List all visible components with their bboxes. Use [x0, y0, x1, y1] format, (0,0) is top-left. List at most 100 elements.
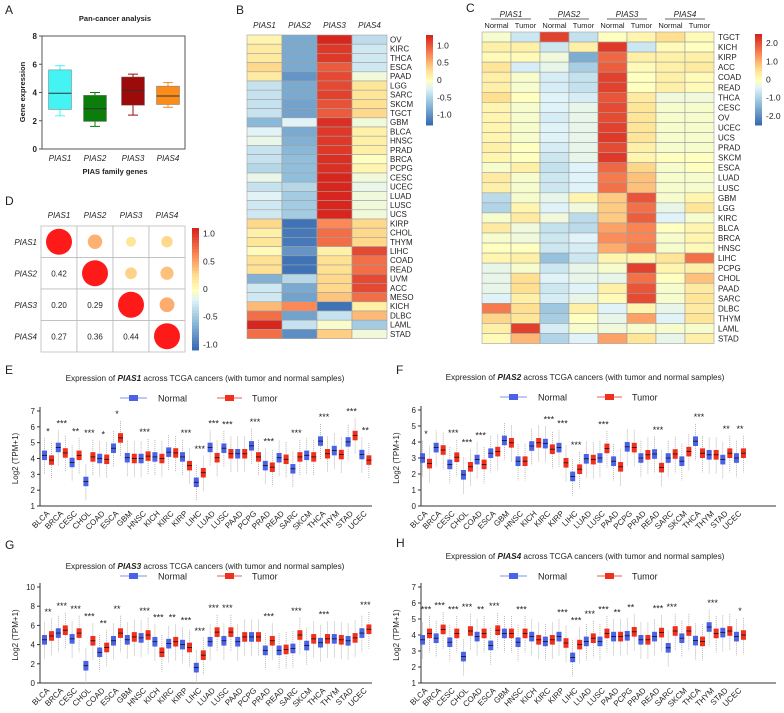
column-label: Normal: [484, 21, 509, 30]
heatmap-cell: [351, 53, 388, 63]
heatmap-cell: [655, 212, 686, 224]
title-prefix: Expression of: [446, 373, 498, 382]
heatmap-cell: [246, 89, 283, 100]
significance-marker: ***: [475, 430, 486, 440]
heatmap-cell: [626, 152, 657, 163]
colorbar-segment: [755, 63, 762, 67]
heatmap-cell: [281, 34, 318, 45]
heatmap-cell: [684, 182, 715, 194]
correlation-circle: [87, 234, 103, 249]
heatmap-cell: [539, 142, 570, 153]
heatmap-cell: [510, 142, 541, 153]
heatmap-cell: [281, 200, 318, 211]
heatmap-cell: [655, 182, 686, 194]
heatmap-cell: [568, 102, 599, 113]
row-label: PAAD: [718, 284, 739, 293]
heatmap-cell: [510, 313, 541, 324]
significance-marker: ***: [57, 419, 68, 429]
significance-marker: ***: [585, 609, 596, 619]
colorbar-segment: [192, 289, 199, 293]
row-label: THCA: [390, 54, 412, 63]
colorbar-segment: [755, 99, 762, 103]
heatmap-cell: [510, 212, 541, 224]
y-tick-label: 3: [412, 647, 417, 656]
heatmap-cell: [246, 163, 283, 174]
y-axis-label: Gene expression: [18, 61, 27, 122]
heatmap-cell: [626, 182, 657, 194]
colorbar-segment: [426, 39, 433, 43]
significance-marker: ***: [57, 601, 68, 611]
colorbar-segment: [426, 55, 433, 58]
heatmap-cell: [510, 192, 541, 204]
x-tick-label: PIAS1: [49, 154, 72, 163]
panel-label-h: H: [396, 536, 405, 550]
colorbar-segment: [426, 75, 433, 79]
significance-marker: ***: [448, 428, 459, 438]
colorbar-segment: [755, 106, 762, 110]
significance-marker: ***: [360, 600, 371, 610]
significance-marker: ***: [291, 606, 302, 616]
heatmap-cell: [246, 172, 283, 183]
heatmap-cell: [481, 272, 512, 284]
row-label: UCEC: [718, 123, 741, 132]
colorbar-segment: [426, 118, 433, 121]
heatmap-cell: [626, 252, 657, 264]
colorbar-tick-label: -0.5: [203, 312, 218, 322]
heatmap-cell: [281, 283, 318, 293]
colorbar-segment: [755, 122, 762, 126]
heatmap-cell: [510, 71, 541, 83]
colorbar-segment: [426, 109, 433, 112]
heatmap-cell: [597, 212, 628, 224]
colorbar-tick-label: -2.0: [766, 111, 781, 121]
heatmap-cell: [655, 232, 686, 244]
significance-marker: ***: [181, 428, 192, 438]
heatmap-cell: [316, 310, 353, 321]
heatmap-cell: [510, 112, 541, 123]
significance-marker: **: [72, 426, 80, 436]
row-label: LIHC: [390, 247, 408, 256]
panel-b-colorbar: 1.0 0.5 0 -0.5 -1.0: [426, 35, 452, 126]
heatmap-cell: [626, 142, 657, 153]
column-label: Normal: [600, 21, 625, 30]
row-label: ACC: [718, 63, 735, 72]
heatmap-cell: [684, 71, 715, 83]
colorbar-segment: [755, 40, 762, 44]
colorbar-segment: [192, 301, 199, 305]
heatmap-cell: [316, 154, 353, 165]
heatmap-cell: [684, 61, 715, 73]
heatmap-cell: [597, 222, 628, 234]
correlation-circle: [161, 236, 173, 248]
heatmap-cell: [684, 41, 715, 53]
heatmap-cell: [684, 242, 715, 254]
heatmap-cell: [316, 181, 353, 192]
colorbar-segment: [755, 81, 762, 85]
heatmap-cell: [281, 53, 318, 63]
heatmap-cell: [539, 152, 570, 163]
colorbar-segment: [426, 46, 433, 49]
row-label: MESO: [390, 293, 414, 302]
heatmap-cell: [281, 43, 318, 54]
correlation-value: 0.36: [87, 332, 103, 341]
significance-marker: ***: [222, 419, 233, 429]
heatmap-cell: [626, 242, 657, 254]
panel-label-d: D: [5, 194, 14, 208]
heatmap-cell: [316, 53, 353, 63]
heatmap-cell: [539, 303, 570, 314]
heatmap-cell: [568, 252, 599, 264]
heatmap-cell: [316, 108, 353, 119]
heatmap-cell: [481, 212, 512, 224]
heatmap-cell: [351, 117, 388, 128]
row-label: LAML: [390, 321, 411, 330]
heatmap-cell: [655, 202, 686, 214]
significance-marker: ***: [319, 412, 330, 422]
heatmap-cell: [246, 319, 283, 330]
heatmap-cell: [539, 222, 570, 234]
heatmap-cell: [351, 191, 388, 201]
chart-title: Expression of PIAS2 across TCGA cancers …: [446, 373, 725, 382]
column-label: PIAS3: [120, 211, 143, 220]
heatmap-cell: [684, 142, 715, 153]
heatmap-cell: [351, 273, 388, 284]
significance-marker: ***: [195, 444, 206, 454]
title-gene: PIAS1: [117, 374, 141, 383]
title-suffix: across TCGA cancers (with tumor and norm…: [141, 374, 345, 383]
